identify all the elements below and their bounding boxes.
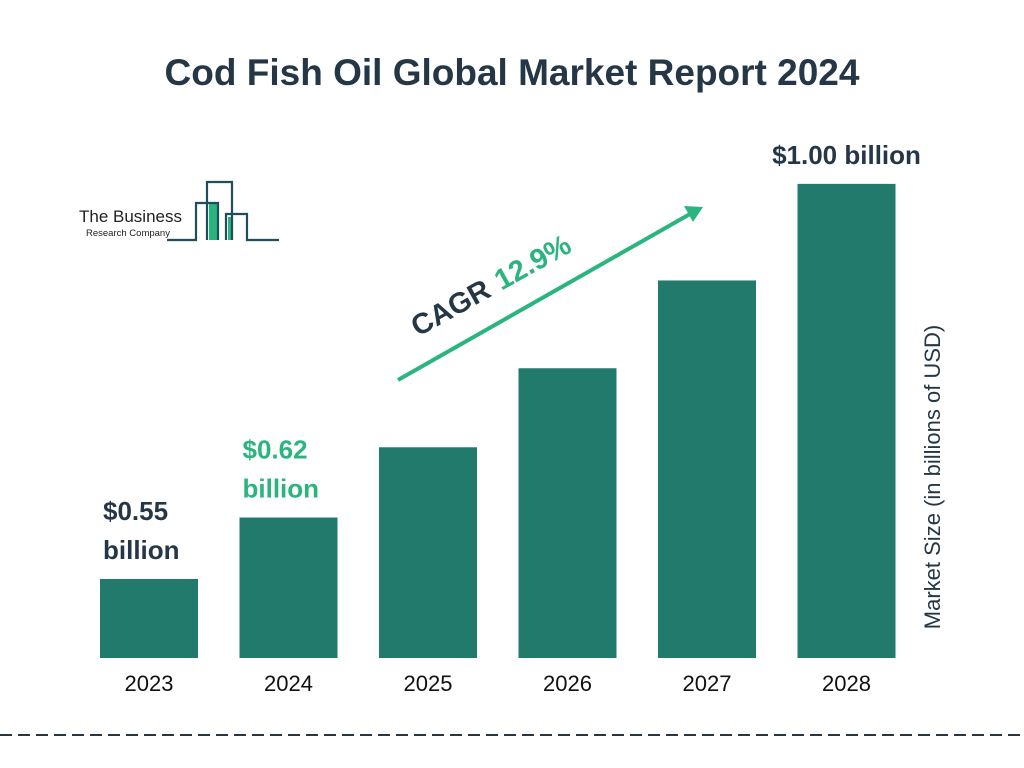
cagr-arrow-line	[397, 212, 691, 382]
bar-2027	[658, 280, 756, 658]
bar-2025	[379, 447, 477, 658]
x-tick-label: 2023	[125, 671, 174, 696]
x-tick-label: 2028	[822, 671, 871, 696]
y-axis-label: Market Size (in billions of USD)	[920, 325, 945, 629]
data-label: billion	[103, 535, 180, 565]
cagr-annotation: CAGR12.9%	[397, 206, 703, 382]
bar-2024	[239, 517, 338, 658]
x-tick-label: 2024	[264, 671, 313, 696]
chart-title: Cod Fish Oil Global Market Report 2024	[164, 52, 860, 93]
logo-line1: The Business	[79, 207, 182, 226]
bar-2023	[100, 578, 198, 658]
logo: The Business Research Company	[79, 180, 279, 242]
data-label: billion	[243, 474, 320, 504]
data-label: $0.55	[103, 496, 168, 526]
bar-2028	[797, 183, 896, 658]
logo-line2: Research Company	[86, 228, 170, 239]
x-tick-label: 2025	[404, 671, 453, 696]
bar-2026	[518, 368, 617, 658]
x-tick-label: 2027	[683, 671, 732, 696]
x-tick-label: 2026	[543, 671, 592, 696]
data-label: $0.62	[243, 435, 308, 465]
data-label: $1.00 billion	[772, 140, 921, 170]
cagr-arrow-head-icon	[684, 206, 703, 222]
